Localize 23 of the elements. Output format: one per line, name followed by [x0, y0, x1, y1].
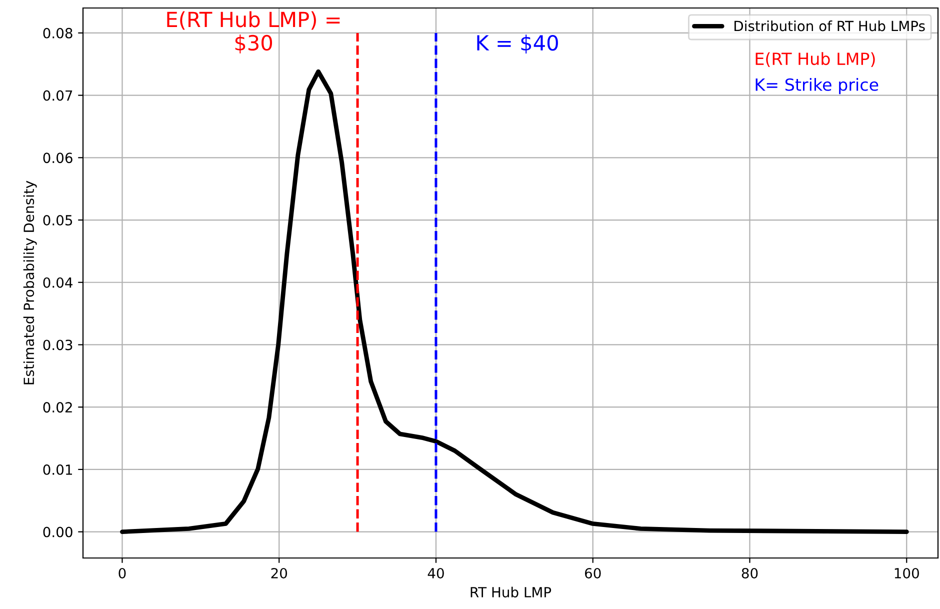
y-tick-label: 0.00 [43, 526, 72, 538]
ref-line-label: K = $40 [477, 34, 558, 54]
y-axis-title: Estimated Probability Density [23, 180, 37, 384]
x-tick-label: 80 [742, 568, 758, 578]
y-tick-label: 0.07 [43, 90, 72, 101]
y-tick-label: 0.06 [43, 152, 72, 164]
ref-line-label: E(RT Hub LMP) = $30 [167, 11, 340, 54]
x-tick-label: 40 [428, 568, 444, 578]
x-tick-label: 100 [894, 568, 919, 578]
y-tick-label: 0.01 [43, 464, 72, 475]
y-tick-label: 0.04 [43, 277, 72, 288]
y-tick-label: 0.03 [43, 340, 72, 350]
x-tick-label: 60 [584, 568, 601, 578]
legend-label: Distribution of RT Hub LMPs [734, 20, 925, 32]
y-tick-label: 0.08 [43, 28, 72, 38]
line-series [120, 69, 909, 534]
annotation: E(RT Hub LMP) [756, 52, 875, 68]
x-tick-label: 0 [118, 568, 126, 578]
y-tick-label: 0.05 [43, 214, 72, 226]
x-tick-label: 20 [271, 568, 288, 578]
x-axis-title: RT Hub LMP [470, 586, 552, 598]
y-tick-label: 0.02 [43, 402, 72, 413]
annotation: K= Strike price [756, 78, 878, 94]
